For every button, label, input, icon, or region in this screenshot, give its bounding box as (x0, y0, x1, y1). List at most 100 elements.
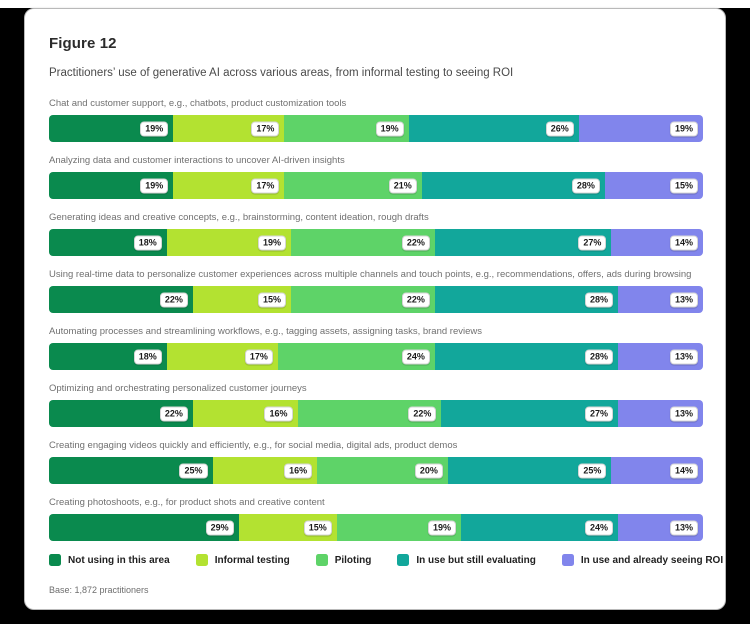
value-label: 25% (179, 463, 208, 478)
value-label: 13% (669, 520, 698, 535)
chart-row: Automating processes and streamlining wo… (49, 326, 703, 370)
value-label: 19% (375, 121, 404, 136)
chart-row: Analyzing data and customer interactions… (49, 155, 703, 199)
bar-segment: 28% (421, 172, 605, 199)
stacked-bar: 19% 17% 19% 26% 19% (49, 115, 703, 142)
chart-row: Generating ideas and creative concepts, … (49, 212, 703, 256)
bar-segment: 20% (317, 457, 448, 484)
bar-segment: 24% (461, 514, 618, 541)
legend-swatch (561, 554, 574, 566)
value-label: 13% (669, 406, 698, 421)
bar-segment: 19% (578, 115, 703, 142)
value-label: 28% (584, 349, 613, 364)
bar-segment: 22% (297, 400, 442, 427)
stacked-bar: 22% 15% 22% 28% 13% (49, 286, 703, 313)
bar-segment: 25% (49, 457, 213, 484)
value-label: 25% (578, 463, 607, 478)
legend-item: In use but still evaluating (397, 554, 536, 566)
stacked-bar: 25% 16% 20% 25% 14% (49, 457, 703, 484)
bar-segment: 17% (173, 172, 285, 199)
value-label: 26% (545, 121, 574, 136)
bar-segment: 18% (49, 229, 167, 256)
legend-swatch (315, 554, 328, 566)
row-label: Generating ideas and creative concepts, … (49, 212, 429, 223)
bar-segment: 15% (192, 286, 291, 313)
chart-row: Creating photoshoots, e.g., for product … (49, 497, 703, 541)
bar-segment: 13% (617, 286, 703, 313)
value-label: 19% (140, 121, 169, 136)
value-label: 17% (251, 121, 280, 136)
value-label: 22% (159, 406, 188, 421)
bar-segment: 22% (290, 229, 435, 256)
bar-segment: 16% (212, 457, 318, 484)
bar-segment: 29% (49, 514, 239, 541)
bar-segment: 17% (173, 115, 285, 142)
bar-segment: 16% (192, 400, 298, 427)
row-label: Chat and customer support, e.g., chatbot… (49, 98, 347, 109)
bar-segment: 19% (166, 229, 291, 256)
value-label: 18% (133, 349, 162, 364)
bar-segment: 22% (49, 286, 193, 313)
row-label: Using real-time data to personalize cust… (49, 269, 692, 280)
bar-segment: 18% (49, 343, 167, 370)
value-label: 13% (669, 349, 698, 364)
stacked-bar: 22% 16% 22% 27% 13% (49, 400, 703, 427)
bar-segment: 27% (441, 400, 618, 427)
bar-segment: 13% (617, 343, 703, 370)
bar-segment: 14% (611, 457, 703, 484)
figure-subtitle: Practitioners’ use of generative AI acro… (49, 67, 514, 79)
value-label: 14% (669, 463, 698, 478)
base-note: Base: 1,872 practitioners (49, 585, 149, 595)
value-label: 13% (669, 292, 698, 307)
row-label: Creating engaging videos quickly and eff… (49, 440, 458, 451)
value-label: 18% (133, 235, 162, 250)
bar-segment: 19% (49, 115, 174, 142)
value-label: 22% (408, 406, 437, 421)
legend-label: In use and already seeing ROI (580, 554, 724, 566)
value-label: 16% (284, 463, 313, 478)
legend-swatch (195, 554, 208, 566)
bar-segment: 19% (284, 115, 409, 142)
value-label: 24% (401, 349, 430, 364)
value-label: 24% (584, 520, 613, 535)
legend-label: Not using in this area (68, 554, 170, 566)
chart-row: Using real-time data to personalize cust… (49, 269, 703, 313)
bar-segment: 22% (290, 286, 435, 313)
legend-swatch (397, 554, 410, 566)
value-label: 17% (244, 349, 273, 364)
value-label: 19% (140, 178, 169, 193)
bar-segment: 19% (49, 172, 174, 199)
legend-swatch (49, 554, 61, 566)
bar-segment: 21% (284, 172, 422, 199)
chart-rows: Chat and customer support, e.g., chatbot… (49, 98, 703, 541)
value-label: 28% (571, 178, 600, 193)
bar-segment: 27% (434, 229, 612, 256)
value-label: 27% (578, 235, 607, 250)
value-label: 19% (257, 235, 286, 250)
value-label: 19% (427, 520, 456, 535)
bar-segment: 15% (238, 514, 337, 541)
stacked-bar: 18% 19% 22% 27% 14% (49, 229, 703, 256)
value-label: 29% (205, 520, 234, 535)
figure-card: Figure 12 Practitioners’ use of generati… (24, 8, 726, 610)
bar-segment: 28% (434, 343, 618, 370)
bar-segment: 25% (447, 457, 612, 484)
legend-item: Informal testing (195, 554, 290, 566)
value-label: 15% (669, 178, 698, 193)
stacked-bar: 18% 17% 24% 28% 13% (49, 343, 703, 370)
legend-label: Informal testing (214, 554, 290, 566)
bar-segment: 17% (166, 343, 278, 370)
value-label: 16% (264, 406, 293, 421)
value-label: 14% (669, 235, 698, 250)
row-label: Optimizing and orchestrating personalize… (49, 383, 307, 394)
value-label: 21% (388, 178, 417, 193)
value-label: 19% (669, 121, 698, 136)
value-label: 17% (251, 178, 280, 193)
bar-segment: 19% (336, 514, 461, 541)
chart-row: Optimizing and orchestrating personalize… (49, 383, 703, 427)
bar-segment: 15% (604, 172, 703, 199)
bar-segment: 26% (408, 115, 579, 142)
bar-segment: 13% (617, 400, 703, 427)
chart-legend: Not using in this area Informal testing Pi… (49, 554, 723, 566)
value-label: 28% (584, 292, 613, 307)
